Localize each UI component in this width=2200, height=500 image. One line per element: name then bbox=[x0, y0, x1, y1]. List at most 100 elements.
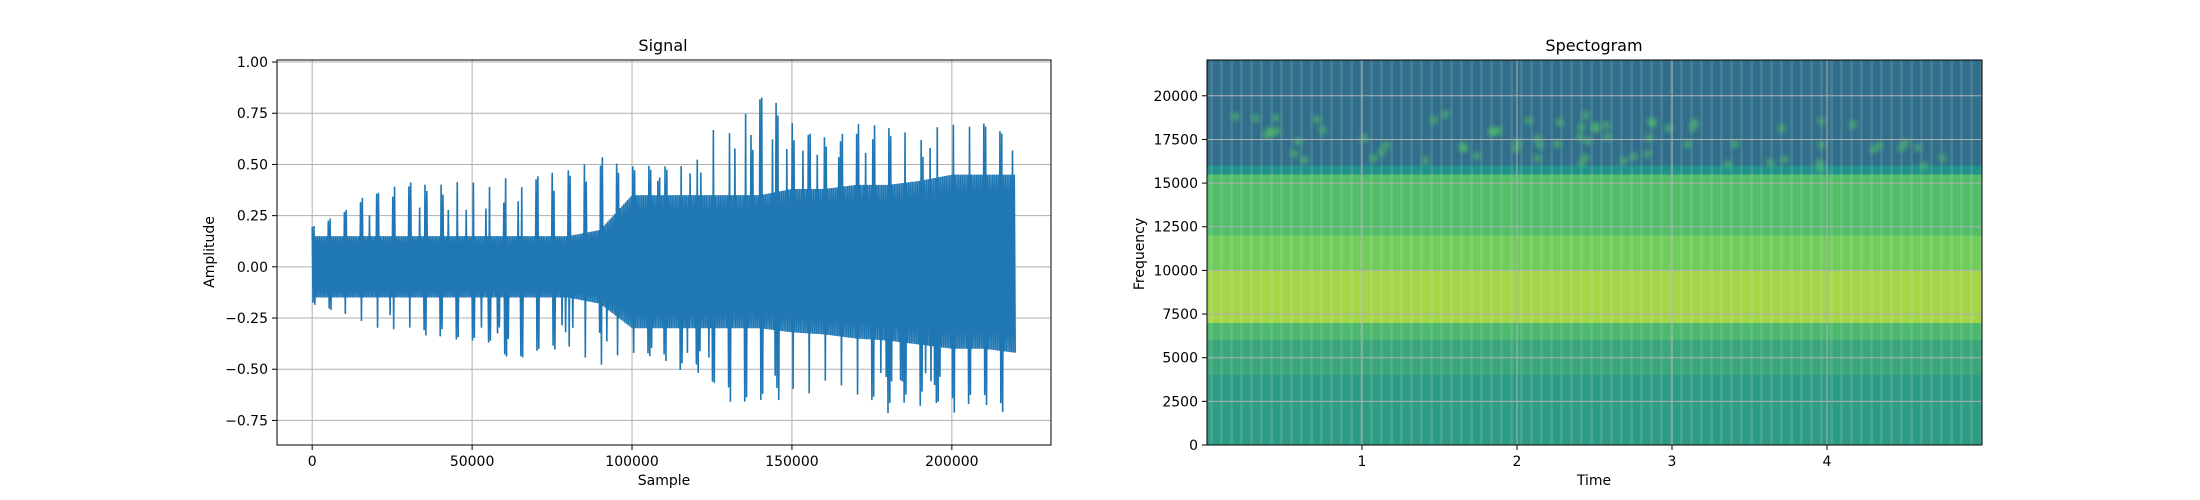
spectrogram-dot bbox=[1273, 127, 1281, 135]
spectrogram-dot bbox=[1232, 113, 1240, 121]
spectrogram-dot bbox=[1643, 150, 1651, 158]
spectrogram-ytick-label: 15000 bbox=[1153, 176, 1198, 192]
spectrogram-ytick-label: 7500 bbox=[1162, 307, 1198, 323]
spectrogram-dot bbox=[1553, 140, 1561, 148]
signal-ytick-label: 1.00 bbox=[237, 55, 268, 71]
spectrogram-dot bbox=[1691, 118, 1699, 126]
signal-xtick-label: 200000 bbox=[925, 454, 978, 470]
spectrogram-dot bbox=[1421, 157, 1429, 165]
spectrogram-dot bbox=[1766, 159, 1774, 167]
spectrogram-dot bbox=[1815, 159, 1823, 167]
spectrogram-dot bbox=[1724, 160, 1732, 168]
spectrogram-ytick-label: 5000 bbox=[1162, 351, 1198, 367]
spectrogram-dot bbox=[1525, 117, 1533, 125]
spectrogram-dot bbox=[1620, 157, 1628, 165]
spectrogram-dot bbox=[1645, 134, 1653, 142]
spectrogram-dot bbox=[1290, 149, 1298, 157]
spectrogram-xtick-label: 4 bbox=[1823, 454, 1832, 470]
spectrogram-dot bbox=[1576, 133, 1584, 141]
spectrogram-ytick-label: 20000 bbox=[1153, 89, 1198, 105]
signal-yticks: −0.75 −0.50 −0.25 0.00 0.25 0.50 0.75 1.00 bbox=[225, 55, 277, 429]
spectrogram-dot bbox=[1648, 120, 1656, 128]
spectrogram-harmonic-dots bbox=[1232, 110, 1946, 172]
spectrogram-ytick-label: 2500 bbox=[1162, 394, 1198, 410]
spectrogram-dot bbox=[1584, 137, 1592, 145]
spectrogram-xtick-label: 1 bbox=[1358, 454, 1367, 470]
spectrogram-ytick-label: 17500 bbox=[1153, 132, 1198, 148]
spectrogram-dot bbox=[1300, 156, 1308, 164]
spectrogram-dot bbox=[1377, 148, 1385, 156]
spectrogram-dot bbox=[1262, 131, 1270, 139]
signal-line bbox=[311, 97, 1016, 414]
spectrogram-dot bbox=[1665, 124, 1673, 132]
spectrogram-dot bbox=[1817, 117, 1825, 125]
spectrogram-dot bbox=[1430, 116, 1438, 124]
spectrogram-ylabel: Frequency bbox=[1132, 218, 1148, 290]
spectrogram-dot bbox=[1898, 144, 1906, 152]
spectrogram-dot bbox=[1591, 125, 1599, 133]
spectrogram-dot bbox=[1816, 164, 1824, 172]
spectrogram-dot bbox=[1313, 116, 1321, 124]
spectrogram-dot bbox=[1581, 154, 1589, 162]
spectrogram-xtick-label: 2 bbox=[1513, 454, 1522, 470]
signal-xlabel: Sample bbox=[638, 473, 691, 489]
spectrogram-dot bbox=[1495, 127, 1503, 135]
spectrogram-dot bbox=[1489, 128, 1497, 136]
spectrogram-texture bbox=[1207, 60, 1982, 445]
spectrogram-ytick-label: 0 bbox=[1189, 438, 1198, 454]
spectrogram-dot bbox=[1901, 139, 1909, 147]
spectrogram-xlabel: Time bbox=[1576, 473, 1611, 489]
signal-waveform bbox=[311, 97, 1016, 414]
spectrogram-ytick-label: 10000 bbox=[1153, 263, 1198, 279]
signal-xtick-label: 50000 bbox=[450, 454, 495, 470]
spectrogram-dot bbox=[1604, 133, 1612, 141]
signal-ytick-label: −0.75 bbox=[225, 413, 268, 429]
spectrogram-dot bbox=[1870, 145, 1878, 153]
spectrogram-dot bbox=[1512, 145, 1520, 153]
signal-xticks: 0 50000 100000 150000 200000 bbox=[308, 445, 979, 470]
spectrogram-title: Spectogram bbox=[1545, 36, 1642, 55]
spectrogram-dot bbox=[1780, 156, 1788, 164]
spectrogram-dot bbox=[1875, 142, 1883, 150]
spectrogram-dot bbox=[1473, 152, 1481, 160]
spectrogram-dot bbox=[1731, 140, 1739, 148]
spectrogram-dot bbox=[1252, 114, 1260, 122]
spectrogram-dot bbox=[1382, 141, 1390, 149]
spectrogram-dot bbox=[1920, 162, 1928, 170]
spectrogram-dot bbox=[1630, 153, 1638, 161]
spectrogram-dot bbox=[1319, 126, 1327, 134]
spectrogram-dot bbox=[1441, 110, 1449, 118]
spectrogram-chart: Spectogram 1 2 3 4 0 2500 5000 7500 10000 12500 1… bbox=[1132, 36, 1983, 489]
spectrogram-dot bbox=[1914, 143, 1922, 151]
spectrogram-dot bbox=[1684, 141, 1692, 149]
signal-ytick-label: −0.50 bbox=[225, 362, 268, 378]
signal-xtick-label: 0 bbox=[308, 454, 317, 470]
spectrogram-dot bbox=[1460, 145, 1468, 153]
spectrogram-dot bbox=[1272, 114, 1280, 122]
signal-title: Signal bbox=[638, 36, 687, 55]
spectrogram-dot bbox=[1582, 111, 1590, 119]
signal-xtick-label: 100000 bbox=[605, 454, 658, 470]
signal-chart: Signal 0 50000 100000 150000 200000 −0.75−0.… bbox=[202, 36, 1052, 489]
spectrogram-dot bbox=[1369, 155, 1377, 163]
spectrogram-xtick-label: 3 bbox=[1668, 454, 1677, 470]
spectrogram-dot bbox=[1778, 125, 1786, 133]
spectrogram-dot bbox=[1533, 134, 1541, 142]
spectrogram-dot bbox=[1938, 154, 1946, 162]
spectrogram-xticks: 1 2 3 4 bbox=[1358, 445, 1832, 470]
spectrogram-dot bbox=[1602, 121, 1610, 129]
signal-ytick-label: 0.50 bbox=[237, 157, 268, 173]
signal-plot-frame bbox=[276, 59, 1052, 446]
spectrogram-dot bbox=[1849, 120, 1857, 128]
spectrogram-plot-frame bbox=[1206, 59, 1983, 446]
spectrogram-yticks: 0 2500 5000 7500 10000 12500 15000 17500 20000 bbox=[1153, 89, 1207, 454]
spectrogram-dot bbox=[1578, 159, 1586, 167]
spectrogram-dot bbox=[1556, 118, 1564, 126]
spectrogram-grid bbox=[1207, 60, 1982, 446]
spectrogram-dot bbox=[1818, 141, 1826, 149]
spectrogram-dot bbox=[1533, 154, 1541, 162]
spectrogram-dot bbox=[1294, 137, 1302, 145]
signal-ylabel: Amplitude bbox=[202, 216, 218, 288]
spectrogram-ytick-label: 12500 bbox=[1153, 220, 1198, 236]
